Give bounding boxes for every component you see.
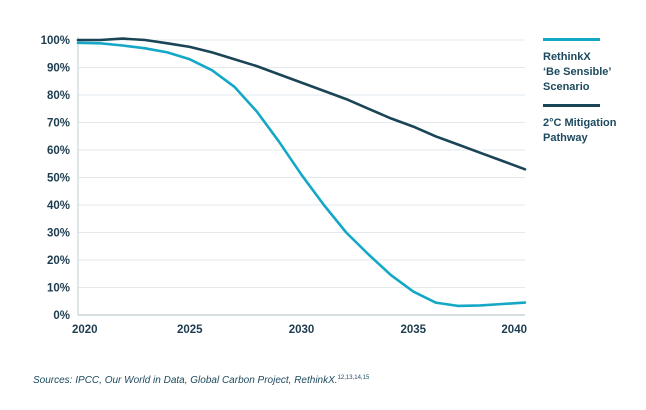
axes — [77, 37, 525, 316]
legend-label-line: 2°C Mitigation — [543, 117, 617, 129]
x-tick-label: 2035 — [400, 324, 426, 336]
y-tick-label: 80% — [47, 90, 70, 102]
legend-label-line: Scenario — [543, 81, 590, 93]
sources-text: Sources: IPCC, Our World in Data, Global… — [33, 375, 338, 386]
y-tick-label: 20% — [47, 255, 70, 267]
y-tick-label: 10% — [47, 283, 70, 295]
legend-swatch-2c-pathway — [543, 104, 600, 107]
y-tick-label: 0% — [53, 310, 70, 322]
series-lines — [76, 37, 527, 308]
y-tick-label: 50% — [47, 173, 70, 185]
x-tick-label: 2025 — [177, 324, 203, 336]
legend-label-line: ‘Be Sensible’ — [543, 66, 612, 78]
x-tick-label: 2020 — [72, 324, 98, 336]
y-tick-label: 90% — [47, 63, 70, 75]
legend-label-line: Pathway — [543, 132, 588, 144]
y-tick-label: 40% — [47, 200, 70, 212]
y-axis-ticks: 0% 10% 20% 30% 40% 50% 60% 70% 80% 90% 100% — [41, 35, 70, 322]
legend-swatch-rethinkx — [543, 38, 600, 41]
reference-superscript: 12,13,14,15 — [337, 375, 370, 381]
series-line-rethinkx — [76, 41, 527, 308]
legend-label-line: RethinkX — [543, 51, 591, 63]
legend-item-rethinkx: RethinkX ‘Be Sensible’ Scenario — [543, 38, 643, 95]
x-tick-label: 2040 — [501, 324, 527, 336]
y-tick-label: 60% — [47, 145, 70, 157]
legend-label-2c-pathway: 2°C Mitigation Pathway — [543, 116, 643, 146]
sources-footnote: Sources: IPCC, Our World in Data, Global… — [33, 375, 369, 386]
y-tick-label: 100% — [41, 35, 70, 47]
series-line-2c-pathway — [76, 37, 527, 171]
x-tick-label: 2030 — [289, 324, 315, 336]
x-axis-ticks: 2020 2025 2030 2035 2040 — [72, 324, 527, 336]
legend-label-rethinkx: RethinkX ‘Be Sensible’ Scenario — [543, 50, 643, 95]
y-tick-label: 70% — [47, 118, 70, 130]
gridlines — [78, 39, 525, 288]
legend-item-2c-pathway: 2°C Mitigation Pathway — [543, 104, 643, 146]
y-tick-label: 30% — [47, 228, 70, 240]
